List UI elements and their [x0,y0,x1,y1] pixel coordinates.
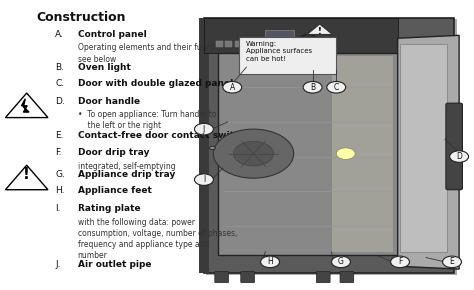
Circle shape [194,174,213,185]
Circle shape [303,81,322,93]
Text: G.: G. [55,170,65,179]
FancyBboxPatch shape [204,18,398,53]
FancyBboxPatch shape [331,55,393,252]
Polygon shape [5,93,48,117]
Text: •  To open appliance: Turn handle to
    the left or the right: • To open appliance: Turn handle to the … [78,110,216,130]
Polygon shape [398,35,459,269]
FancyBboxPatch shape [235,41,242,47]
Circle shape [261,256,280,268]
FancyBboxPatch shape [244,41,251,47]
Text: C.: C. [55,79,64,88]
Circle shape [194,123,213,135]
Circle shape [331,256,350,268]
Circle shape [300,35,317,45]
Text: A.: A. [55,30,64,39]
Text: D: D [456,152,462,161]
Text: Door handle: Door handle [78,97,140,106]
Polygon shape [21,99,29,112]
Text: F.: F. [55,148,62,157]
FancyBboxPatch shape [241,271,255,283]
Text: H.: H. [55,186,64,195]
Circle shape [210,146,215,150]
FancyBboxPatch shape [239,37,336,74]
Text: B: B [310,83,315,92]
Text: !: ! [318,27,322,36]
Text: Air outlet pipe: Air outlet pipe [78,260,151,269]
Text: H: H [267,258,273,267]
Circle shape [450,151,469,162]
FancyBboxPatch shape [446,103,463,190]
FancyBboxPatch shape [317,271,330,283]
FancyBboxPatch shape [199,18,209,273]
Text: Door drip tray: Door drip tray [78,148,149,157]
Text: Rating plate: Rating plate [78,204,140,213]
FancyBboxPatch shape [400,44,447,252]
FancyBboxPatch shape [216,41,223,47]
Circle shape [213,129,294,178]
Text: Oven light: Oven light [78,63,131,72]
Text: !: ! [23,167,30,182]
Text: D.: D. [55,97,65,106]
Text: Operating elements and their functions -
see below: Operating elements and their functions -… [78,44,235,64]
Text: F: F [398,258,402,267]
Text: Appliance feet: Appliance feet [78,186,152,195]
Text: Warning:
Appliance surfaces
can be hot!: Warning: Appliance surfaces can be hot! [246,41,311,61]
Text: Door with double glazed panel: Door with double glazed panel [78,79,233,88]
FancyBboxPatch shape [340,271,354,283]
Text: G: G [338,258,344,267]
Text: J: J [203,125,205,134]
Circle shape [391,256,410,268]
FancyBboxPatch shape [218,53,398,255]
Circle shape [327,81,346,93]
Circle shape [234,142,273,166]
Circle shape [336,148,355,160]
FancyBboxPatch shape [206,19,457,275]
FancyBboxPatch shape [254,41,261,47]
Circle shape [223,81,242,93]
FancyBboxPatch shape [204,18,455,273]
Text: integrated, self-emptying: integrated, self-emptying [78,162,175,171]
Text: B.: B. [55,63,64,72]
Text: C: C [334,83,339,92]
Text: J.: J. [55,260,61,269]
FancyBboxPatch shape [265,30,294,47]
Text: Control panel: Control panel [78,30,146,39]
Text: E: E [450,258,455,267]
Polygon shape [307,24,332,35]
Text: Construction: Construction [36,11,126,24]
Text: Appliance drip tray: Appliance drip tray [78,170,175,179]
Text: with the following data: power
consumption, voltage, number of phases,
frequency: with the following data: power consumpti… [78,218,237,260]
Circle shape [443,256,462,268]
Text: E.: E. [55,131,64,140]
Text: I.: I. [55,204,61,213]
Text: Contact-free door contact switch: Contact-free door contact switch [78,131,246,140]
Polygon shape [5,165,48,190]
FancyBboxPatch shape [215,271,228,283]
Text: A: A [229,83,235,92]
FancyBboxPatch shape [225,41,232,47]
Text: I: I [203,175,205,184]
